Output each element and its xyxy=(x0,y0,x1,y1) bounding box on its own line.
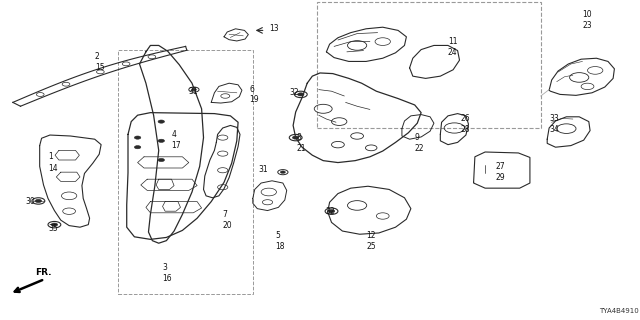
Circle shape xyxy=(134,136,141,139)
Text: 29: 29 xyxy=(496,173,506,182)
Text: 31: 31 xyxy=(189,87,198,96)
Text: 7: 7 xyxy=(223,210,228,219)
Text: 2: 2 xyxy=(95,52,99,60)
Circle shape xyxy=(328,210,335,213)
Text: 18: 18 xyxy=(275,242,285,251)
Text: 27: 27 xyxy=(496,162,506,171)
Text: 15: 15 xyxy=(95,63,104,72)
Text: 10: 10 xyxy=(582,10,592,19)
Text: 23: 23 xyxy=(582,21,592,30)
Text: 12: 12 xyxy=(366,231,376,240)
Text: 19: 19 xyxy=(250,95,259,104)
Text: 26: 26 xyxy=(461,114,470,123)
Text: 16: 16 xyxy=(162,274,172,283)
Circle shape xyxy=(280,171,285,173)
Text: FR.: FR. xyxy=(35,268,52,277)
Text: 34: 34 xyxy=(549,125,559,134)
Text: 13: 13 xyxy=(269,24,278,33)
Text: 20: 20 xyxy=(223,221,232,230)
Circle shape xyxy=(292,136,299,139)
Text: 4: 4 xyxy=(172,130,177,139)
Text: 9: 9 xyxy=(415,133,420,142)
Text: 3: 3 xyxy=(162,263,167,272)
Text: 5: 5 xyxy=(275,231,280,240)
Text: 14: 14 xyxy=(48,164,58,172)
Text: 17: 17 xyxy=(172,141,181,150)
Circle shape xyxy=(51,223,58,226)
Circle shape xyxy=(134,146,141,149)
Text: 32: 32 xyxy=(325,207,335,216)
Text: 35: 35 xyxy=(48,224,58,233)
Circle shape xyxy=(158,158,164,162)
Text: 8: 8 xyxy=(296,133,301,142)
Text: 28: 28 xyxy=(461,125,470,134)
Text: 33: 33 xyxy=(549,114,559,123)
Text: 24: 24 xyxy=(448,48,458,57)
Text: 21: 21 xyxy=(296,144,306,153)
Text: 32: 32 xyxy=(289,88,299,97)
Text: 1: 1 xyxy=(48,152,52,161)
Text: 22: 22 xyxy=(415,144,424,153)
Text: 30: 30 xyxy=(26,197,35,206)
Circle shape xyxy=(158,120,164,123)
Text: 25: 25 xyxy=(366,242,376,251)
Circle shape xyxy=(191,88,196,91)
Circle shape xyxy=(35,199,42,203)
Text: TYA4B4910: TYA4B4910 xyxy=(599,308,639,314)
Text: 6: 6 xyxy=(250,85,255,94)
Circle shape xyxy=(298,93,304,96)
Circle shape xyxy=(158,139,164,142)
Text: 11: 11 xyxy=(448,37,458,46)
Text: 31: 31 xyxy=(259,165,268,174)
